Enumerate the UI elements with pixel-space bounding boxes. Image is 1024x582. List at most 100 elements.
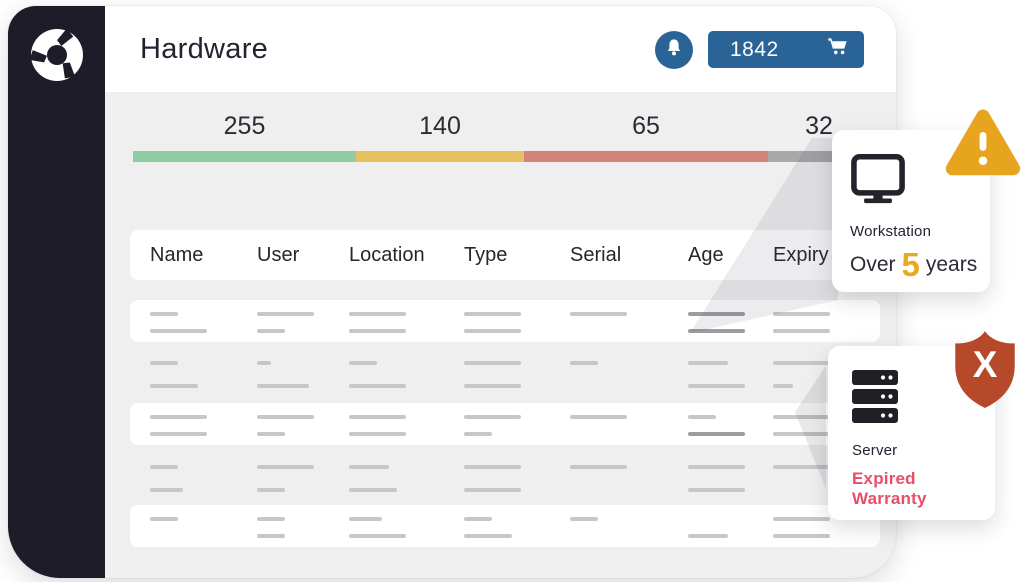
- monitor-icon: [850, 154, 906, 208]
- skeleton-line: [773, 329, 830, 333]
- skeleton-line: [773, 465, 830, 469]
- skeleton-line: [773, 517, 830, 521]
- table-cell: [550, 505, 668, 547]
- column-header-serial[interactable]: Serial: [570, 243, 622, 266]
- skeleton-line: [349, 517, 382, 521]
- column-header-user[interactable]: User: [257, 243, 300, 266]
- skeleton-line: [688, 488, 745, 492]
- asset-age-summary-bar: 255 140 65 32: [133, 112, 870, 162]
- skeleton-line: [773, 361, 830, 365]
- skeleton-line: [257, 312, 314, 316]
- summary-segment-count: 32: [805, 112, 833, 140]
- summary-segment: 255: [133, 112, 356, 162]
- column-header-age[interactable]: Age: [688, 243, 724, 266]
- table-cell: [130, 452, 237, 500]
- server-label: Server: [852, 442, 898, 459]
- skeleton-line: [464, 465, 521, 469]
- skeleton-line: [349, 488, 397, 492]
- skeleton-line: [150, 361, 178, 365]
- table-cell: [329, 300, 444, 342]
- skeleton-line: [464, 517, 492, 521]
- table-cell: [668, 403, 753, 445]
- skeleton-line: [349, 361, 377, 365]
- notifications-button[interactable]: [655, 31, 693, 69]
- skeleton-line: [257, 361, 271, 365]
- table-cell: [237, 505, 329, 547]
- skeleton-line: [688, 415, 716, 419]
- table-cell: [130, 403, 237, 445]
- skeleton-line: [688, 534, 728, 538]
- svg-text:X: X: [973, 344, 998, 385]
- skeleton-line: [150, 384, 198, 388]
- cart-badge[interactable]: 1842: [708, 31, 864, 68]
- skeleton-line: [570, 415, 627, 419]
- skeleton-line: [257, 465, 314, 469]
- skeleton-line: [773, 312, 830, 316]
- skeleton-line: [688, 361, 728, 365]
- skeleton-line: [688, 432, 745, 436]
- table-cell: [237, 403, 329, 445]
- bell-icon: [663, 37, 685, 64]
- skeleton-line: [257, 432, 285, 436]
- skeleton-line: [150, 329, 207, 333]
- table-cell: [130, 348, 237, 396]
- skeleton-line: [349, 384, 406, 388]
- table-row[interactable]: [130, 300, 880, 342]
- table-cell: [444, 403, 550, 445]
- table-cell: [753, 403, 880, 445]
- table-cell: [329, 348, 444, 396]
- skeleton-line: [150, 517, 178, 521]
- column-header-expiry[interactable]: Expiry: [773, 243, 829, 266]
- summary-segment-count: 140: [419, 112, 461, 140]
- table-row[interactable]: [130, 505, 880, 547]
- skeleton-line: [464, 432, 492, 436]
- table-cell: [550, 452, 668, 500]
- page-title: Hardware: [140, 33, 269, 65]
- skeleton-line: [257, 488, 285, 492]
- table-cell: [237, 348, 329, 396]
- skeleton-line: [773, 432, 830, 436]
- table-cell: [329, 403, 444, 445]
- column-header-name[interactable]: Name: [150, 243, 204, 266]
- skeleton-line: [464, 384, 521, 388]
- table-cell: [444, 505, 550, 547]
- skeleton-line: [688, 329, 745, 333]
- header-bar: Hardware 1842: [105, 6, 896, 92]
- skeleton-line: [464, 534, 512, 538]
- table-cell: [130, 505, 237, 547]
- skeleton-line: [150, 465, 178, 469]
- skeleton-line: [464, 329, 521, 333]
- skeleton-line: [773, 415, 830, 419]
- skeleton-line: [570, 361, 598, 365]
- cart-count: 1842: [730, 37, 779, 61]
- table-cell: [668, 505, 753, 547]
- skeleton-line: [257, 534, 285, 538]
- server-icon: [852, 370, 898, 427]
- table-row[interactable]: [130, 452, 880, 500]
- summary-segment: 32: [768, 112, 870, 162]
- age-highlight: 5: [901, 246, 920, 283]
- skeleton-line: [773, 534, 830, 538]
- column-header-type[interactable]: Type: [464, 243, 508, 266]
- skeleton-line: [773, 384, 793, 388]
- skeleton-line: [688, 312, 745, 316]
- table-cell: [753, 300, 880, 342]
- skeleton-line: [257, 415, 314, 419]
- table-cell: [444, 300, 550, 342]
- skeleton-line: [349, 534, 406, 538]
- summary-segment-count: 65: [632, 112, 660, 140]
- app-logo[interactable]: [28, 26, 86, 84]
- skeleton-line: [257, 329, 285, 333]
- warning-triangle-icon: [944, 106, 1022, 185]
- table-row[interactable]: [130, 403, 880, 445]
- table-cell: [550, 300, 668, 342]
- skeleton-line: [257, 384, 309, 388]
- skeleton-line: [349, 312, 406, 316]
- table-cell: [753, 348, 880, 396]
- table-row[interactable]: [130, 348, 880, 396]
- column-header-location[interactable]: Location: [349, 243, 425, 266]
- skeleton-line: [257, 517, 285, 521]
- workstation-age-value: Over 5 years: [850, 246, 978, 283]
- skeleton-line: [570, 312, 627, 316]
